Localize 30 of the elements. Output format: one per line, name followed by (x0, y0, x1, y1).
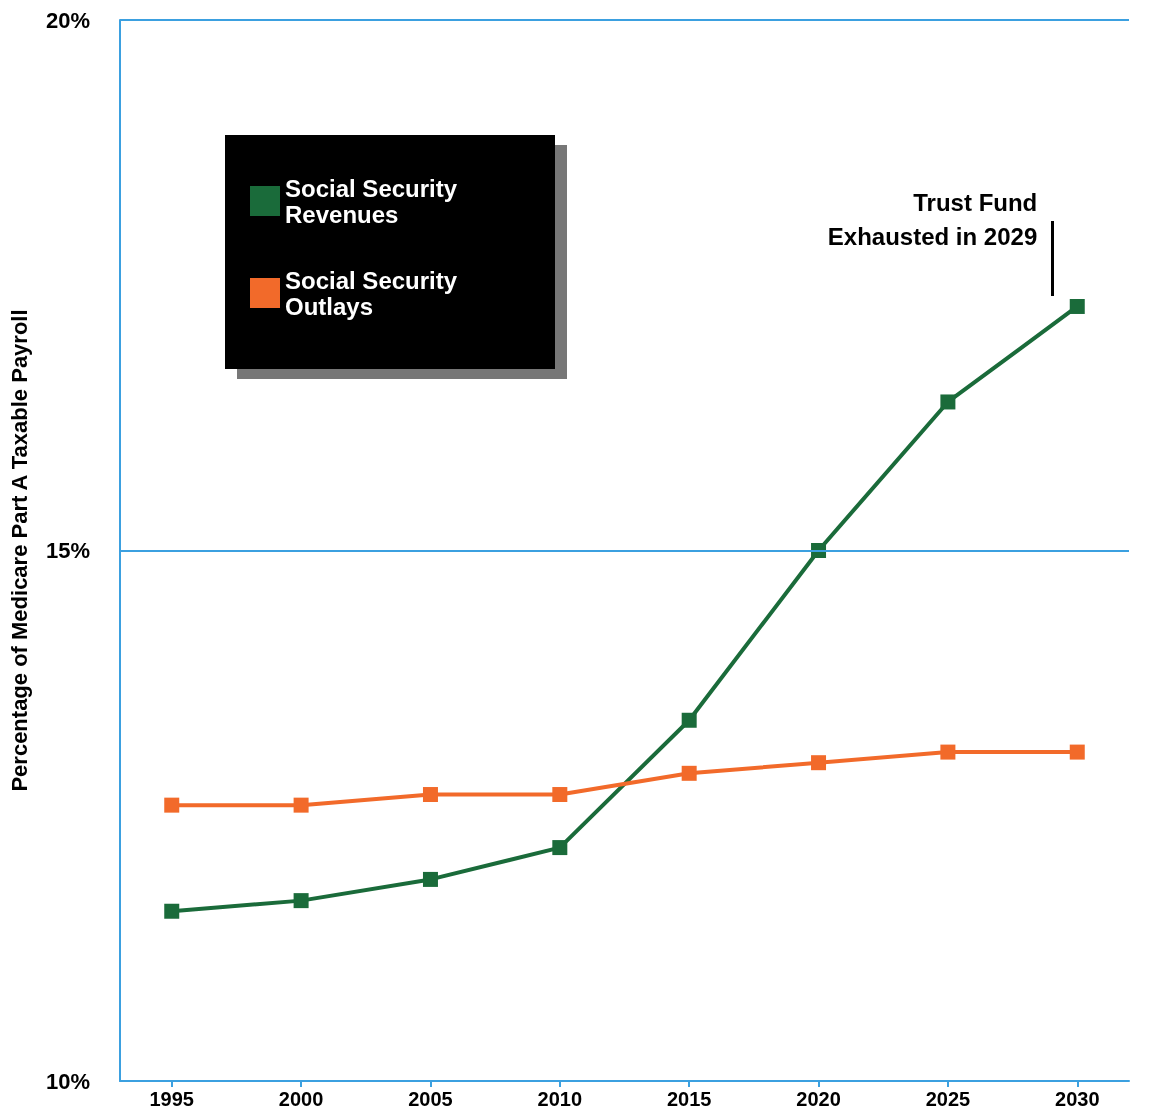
point (940, 394, 956, 410)
point (552, 840, 568, 856)
y-tick-label: 20% (45, 7, 90, 33)
legend-label: Social Security Outlays (285, 266, 464, 320)
point (681, 765, 697, 781)
point (681, 712, 697, 728)
point (164, 903, 180, 919)
point (164, 797, 180, 813)
point (1069, 298, 1085, 314)
x-tick-label: 2025 (925, 1088, 971, 1110)
legend-label: Social Security Revenues (285, 174, 464, 228)
x-tick-label: 2010 (537, 1088, 583, 1110)
point (1069, 744, 1085, 760)
point (940, 744, 956, 760)
y-tick-label: 15% (45, 538, 90, 563)
x-tick-label: 2015 (666, 1088, 712, 1110)
point (422, 871, 438, 887)
x-tick-label: 2000 (278, 1088, 324, 1110)
x-tick-label: 2005 (408, 1088, 453, 1110)
annotation: Trust Fund Exhausted in 2029 (826, 188, 1038, 253)
x-tick-label: 2030 (1055, 1088, 1100, 1110)
point (811, 755, 827, 771)
point (552, 787, 568, 803)
x-tick-label: 2020 (796, 1088, 841, 1110)
point (293, 797, 309, 813)
x-tick-label: 1995 (149, 1088, 194, 1110)
y-axis-title: Percentage of Medicare Part A Taxable Payroll (6, 309, 32, 792)
point (422, 787, 438, 803)
point (293, 893, 309, 909)
y-tick-label: 10% (45, 1068, 90, 1094)
